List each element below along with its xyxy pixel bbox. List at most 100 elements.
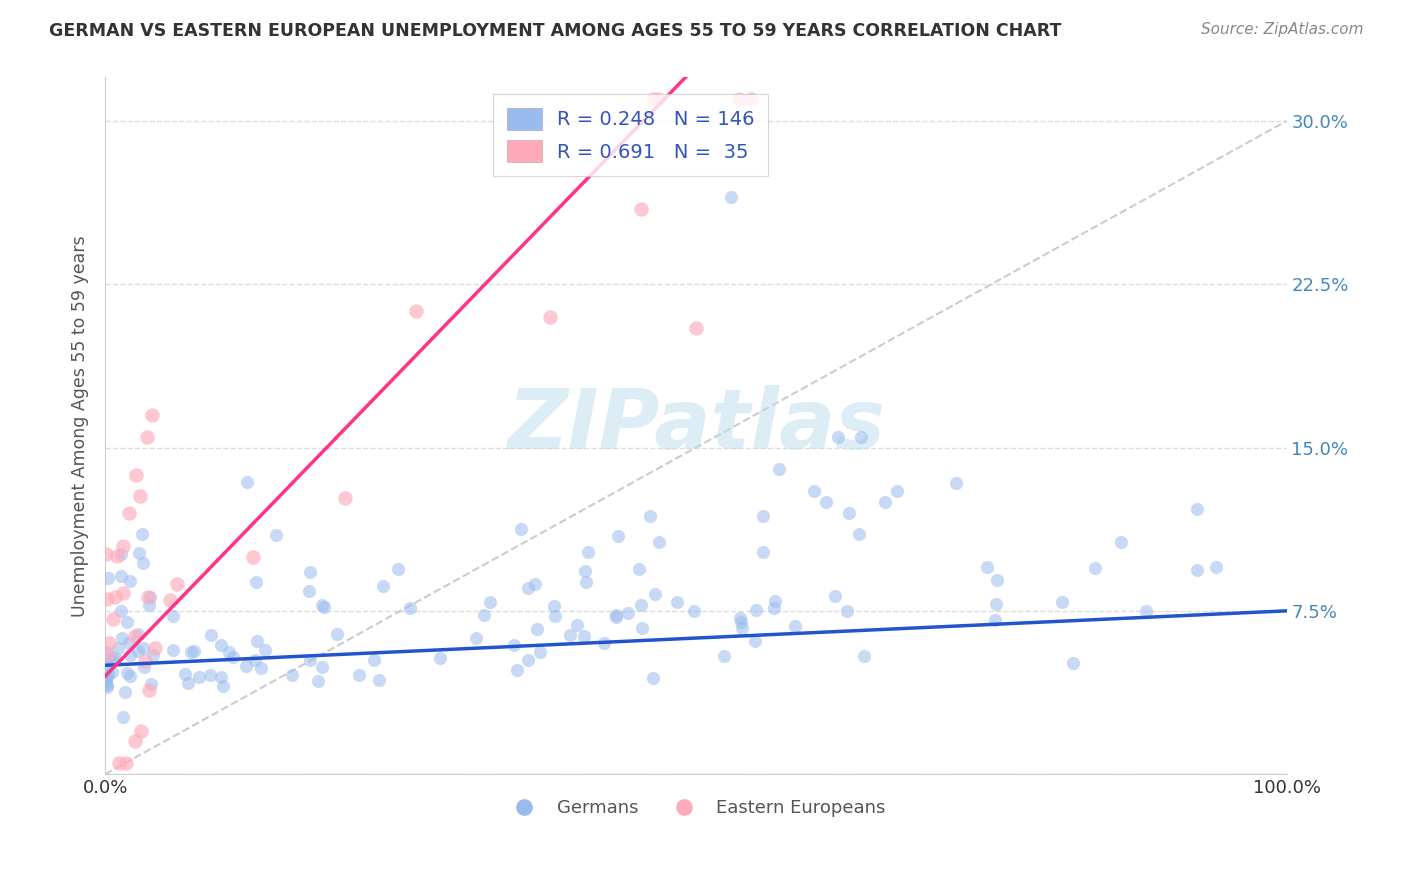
Point — [713, 648, 735, 663]
Point — [1062, 656, 1084, 670]
Point — [762, 601, 785, 615]
Point — [607, 529, 630, 543]
Point — [139, 677, 162, 691]
Point — [768, 462, 790, 476]
Point — [630, 202, 652, 216]
Point — [242, 550, 264, 565]
Point — [97, 650, 120, 665]
Point — [886, 484, 908, 499]
Point — [314, 600, 336, 615]
Point — [373, 580, 395, 594]
Point — [349, 668, 371, 682]
Point — [429, 651, 451, 665]
Point — [503, 638, 526, 652]
Point — [505, 663, 527, 677]
Point — [803, 484, 825, 499]
Point — [198, 668, 221, 682]
Point — [730, 615, 752, 629]
Point — [104, 591, 127, 605]
Point — [1185, 501, 1208, 516]
Point — [572, 629, 595, 643]
Point — [644, 587, 666, 601]
Text: GERMAN VS EASTERN EUROPEAN UNEMPLOYMENT AMONG AGES 55 TO 59 YEARS CORRELATION CH: GERMAN VS EASTERN EUROPEAN UNEMPLOYMENT … — [49, 22, 1062, 40]
Point — [565, 617, 588, 632]
Point — [236, 475, 259, 489]
Point — [560, 628, 582, 642]
Point — [103, 651, 125, 665]
Point — [128, 489, 150, 503]
Point — [399, 601, 422, 615]
Point — [110, 604, 132, 618]
Point — [835, 603, 858, 617]
Point — [543, 599, 565, 614]
Point — [177, 676, 200, 690]
Point — [246, 633, 269, 648]
Point — [740, 92, 762, 106]
Point — [96, 670, 118, 684]
Point — [298, 653, 321, 667]
Point — [118, 648, 141, 663]
Point — [311, 598, 333, 612]
Point — [209, 638, 232, 652]
Point — [138, 598, 160, 612]
Point — [529, 645, 551, 659]
Point — [111, 539, 134, 553]
Point — [605, 608, 627, 623]
Point — [96, 676, 118, 690]
Point — [128, 546, 150, 560]
Point — [751, 544, 773, 558]
Point — [752, 509, 775, 524]
Point — [110, 631, 132, 645]
Point — [838, 506, 860, 520]
Point — [96, 645, 118, 659]
Point — [136, 590, 159, 604]
Point — [253, 643, 276, 657]
Point — [96, 647, 118, 661]
Point — [472, 607, 495, 622]
Point — [235, 658, 257, 673]
Point — [984, 598, 1007, 612]
Point — [129, 723, 152, 738]
Point — [98, 635, 121, 649]
Point — [264, 528, 287, 542]
Point — [326, 627, 349, 641]
Point — [1084, 561, 1107, 575]
Point — [824, 589, 846, 603]
Text: Source: ZipAtlas.com: Source: ZipAtlas.com — [1201, 22, 1364, 37]
Point — [96, 657, 118, 671]
Point — [124, 467, 146, 482]
Point — [107, 641, 129, 656]
Point — [873, 495, 896, 509]
Point — [1111, 535, 1133, 549]
Point — [166, 576, 188, 591]
Point — [605, 610, 627, 624]
Point — [138, 590, 160, 604]
Point — [478, 595, 501, 609]
Point — [785, 619, 807, 633]
Legend: Germans, Eastern Europeans: Germans, Eastern Europeans — [499, 792, 893, 824]
Point — [1050, 595, 1073, 609]
Point — [1187, 563, 1209, 577]
Point — [142, 648, 165, 662]
Point — [134, 654, 156, 668]
Point — [243, 653, 266, 667]
Point — [174, 666, 197, 681]
Point — [134, 660, 156, 674]
Point — [727, 92, 749, 106]
Point — [183, 644, 205, 658]
Point — [665, 594, 688, 608]
Point — [574, 574, 596, 589]
Point — [297, 584, 319, 599]
Point — [281, 667, 304, 681]
Point — [574, 564, 596, 578]
Point — [744, 634, 766, 648]
Point — [112, 585, 135, 599]
Point — [986, 573, 1008, 587]
Point — [685, 321, 707, 335]
Point — [105, 549, 128, 564]
Point — [631, 621, 654, 635]
Point — [110, 568, 132, 582]
Point — [1135, 604, 1157, 618]
Point — [630, 599, 652, 613]
Point — [827, 430, 849, 444]
